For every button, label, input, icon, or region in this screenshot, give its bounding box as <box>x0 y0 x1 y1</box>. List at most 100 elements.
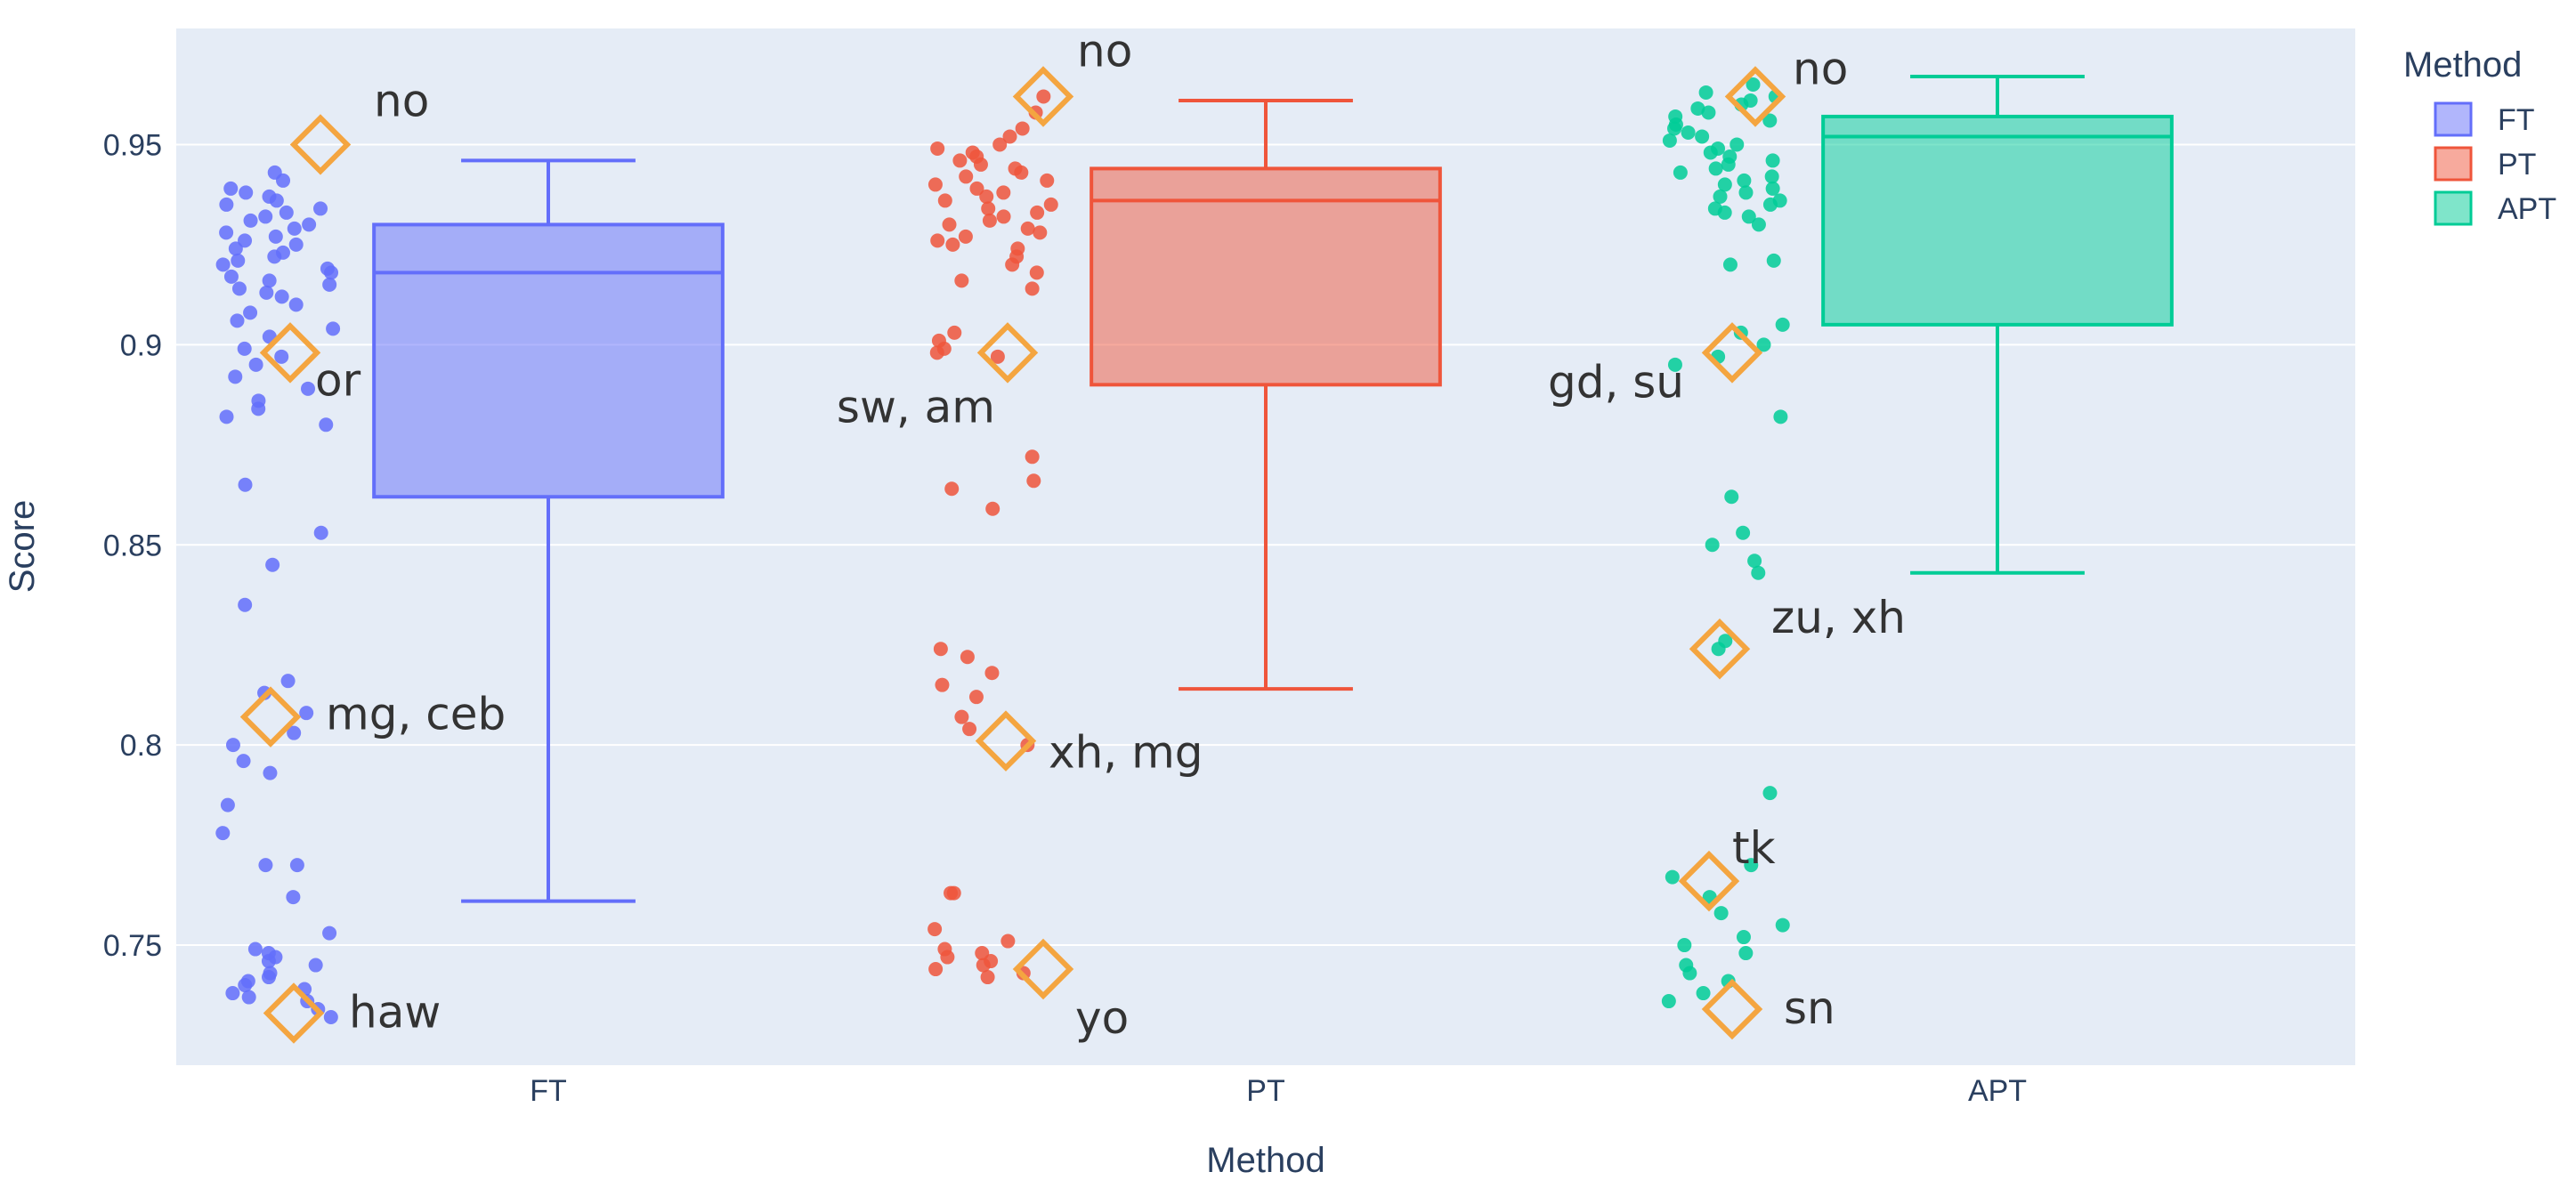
data-point <box>1698 85 1713 100</box>
data-point <box>959 169 974 184</box>
data-point <box>954 273 969 288</box>
highlight-diamond-marker <box>259 322 321 384</box>
annotation-pt: xh, mg <box>975 710 1203 779</box>
highlight-diamond-marker <box>1012 66 1074 127</box>
data-point <box>228 241 243 256</box>
data-point <box>929 345 944 360</box>
highlight-diamond-marker <box>289 114 352 175</box>
iqr-box <box>372 222 725 499</box>
data-point <box>225 986 240 1001</box>
highlight-diamond-marker <box>1012 938 1074 1000</box>
data-point <box>230 313 245 328</box>
data-point <box>985 501 1000 516</box>
data-point <box>238 477 253 492</box>
data-point <box>984 666 1000 681</box>
data-point <box>1040 173 1055 188</box>
data-point <box>1751 565 1766 580</box>
data-point <box>324 265 339 280</box>
data-point <box>1738 185 1754 200</box>
data-point <box>944 481 960 497</box>
data-point <box>945 237 960 252</box>
data-point <box>1775 917 1790 933</box>
data-point <box>241 990 256 1005</box>
annotations: no or mg, ceb haw no sw, am xh, mg yo no gd, su zu… <box>239 25 1906 1044</box>
highlight-diamond-marker <box>1701 322 1763 384</box>
data-point <box>1713 189 1728 204</box>
data-point <box>962 722 977 737</box>
data-point <box>942 217 957 232</box>
data-point <box>1667 121 1682 136</box>
data-point <box>996 209 1011 224</box>
data-point <box>1696 986 1711 1001</box>
legend: Method FT PT APT <box>2403 45 2556 226</box>
data-point <box>220 797 235 812</box>
y-tick-label: 0.8 <box>120 729 162 763</box>
data-point <box>996 185 1011 200</box>
data-point <box>322 925 337 941</box>
data-point <box>1765 181 1780 196</box>
data-point <box>251 401 266 416</box>
data-point <box>223 269 239 284</box>
data-point <box>1665 869 1680 885</box>
data-point <box>299 706 314 721</box>
data-point <box>1002 129 1017 144</box>
data-point <box>1036 89 1051 104</box>
data-point <box>1717 205 1732 220</box>
annotation-label: mg, ceb <box>326 689 506 740</box>
annotation-ft: or <box>259 322 361 406</box>
data-point <box>313 525 328 540</box>
data-point <box>323 1010 338 1025</box>
data-point <box>1721 157 1736 172</box>
data-point <box>1705 537 1720 553</box>
annotation-label: zu, xh <box>1771 592 1906 643</box>
data-point <box>1762 197 1778 212</box>
x-tick-label: FT <box>530 1074 567 1108</box>
data-point <box>952 153 968 168</box>
points-apt <box>1661 77 1790 1009</box>
annotation-label: haw <box>349 987 441 1039</box>
data-point <box>1762 786 1778 801</box>
highlight-diamond-marker <box>975 710 1037 772</box>
data-point <box>268 229 283 244</box>
highlight-diamond-marker <box>976 322 1039 384</box>
data-point <box>1025 281 1040 296</box>
legend-title: Method <box>2403 45 2522 85</box>
data-point <box>239 185 254 200</box>
annotation-label: tk <box>1732 822 1776 874</box>
data-point <box>215 257 231 272</box>
data-point <box>968 690 984 705</box>
highlight-diamond-marker <box>1678 850 1740 912</box>
data-point <box>960 650 975 665</box>
data-point <box>947 325 962 340</box>
annotation-label: xh, mg <box>1049 727 1203 779</box>
y-tick-label: 0.85 <box>103 529 162 562</box>
data-point <box>1005 257 1020 272</box>
annotation-label: sw, am <box>837 381 995 432</box>
data-point <box>258 209 273 224</box>
data-point <box>1025 449 1040 465</box>
data-point <box>1724 489 1739 505</box>
data-point <box>279 205 294 220</box>
annotation-label: gd, su <box>1548 356 1684 408</box>
data-point <box>243 213 258 228</box>
data-point <box>1751 217 1766 232</box>
data-point <box>289 858 304 873</box>
data-point <box>228 369 243 384</box>
data-point <box>1677 938 1692 953</box>
box-traces <box>372 74 2174 903</box>
data-point <box>1738 946 1754 961</box>
annotation-label: yo <box>1075 992 1129 1044</box>
data-point <box>1695 129 1710 144</box>
annotation-apt: sn <box>1701 978 1835 1040</box>
data-point <box>937 193 952 208</box>
iqr-box <box>1090 166 1442 387</box>
legend-label-pt: PT <box>2498 148 2536 182</box>
data-point <box>259 285 274 300</box>
y-axis-title: Score <box>3 500 42 594</box>
x-tick-label: APT <box>1968 1074 2027 1108</box>
data-point <box>1713 906 1729 921</box>
data-point <box>225 738 240 753</box>
annotation-label: or <box>315 354 361 406</box>
y-tick-label: 0.9 <box>120 328 162 362</box>
data-point <box>992 137 1008 152</box>
